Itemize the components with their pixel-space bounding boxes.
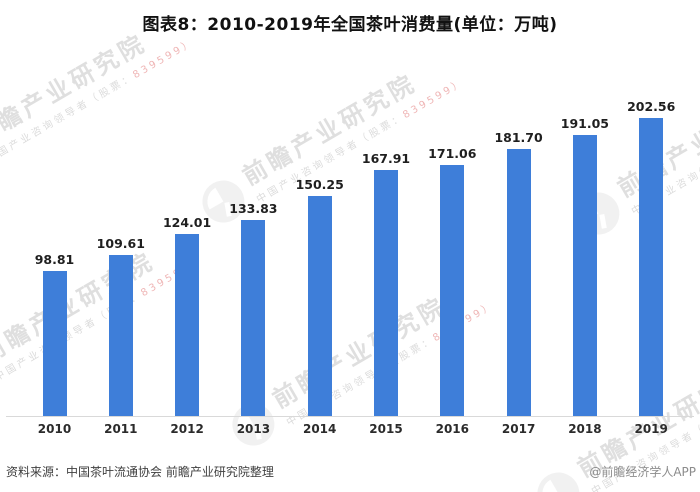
x-tick-2016: 2016 bbox=[435, 422, 469, 436]
x-axis-line bbox=[6, 416, 694, 417]
credit-note: @前瞻经济学人APP bbox=[589, 465, 696, 479]
data-source-note: 资料来源：中国茶叶流通协会 前瞻产业研究院整理 bbox=[6, 465, 274, 479]
bar-value-2015: 167.91 bbox=[361, 150, 411, 166]
bar-value-2011: 109.61 bbox=[96, 236, 145, 252]
x-tick-2015: 2015 bbox=[369, 422, 403, 436]
x-tick-2011: 2011 bbox=[104, 422, 138, 436]
x-tick-2014: 2014 bbox=[302, 422, 337, 436]
bar-value-2013: 133.83 bbox=[229, 200, 278, 216]
bar-2016 bbox=[440, 164, 465, 417]
bar-2015 bbox=[374, 169, 398, 417]
bar-value-2016: 171.06 bbox=[428, 145, 477, 161]
bar-value-2019: 202.56 bbox=[627, 99, 676, 115]
x-tick-2010: 2010 bbox=[37, 422, 72, 436]
bar-value-2014: 150.25 bbox=[295, 176, 344, 192]
chart-title: 图表8：2010-2019年全国茶叶消费量(单位：万吨) bbox=[142, 15, 558, 35]
x-tick-2017: 2017 bbox=[501, 422, 536, 436]
bar-2011 bbox=[108, 255, 133, 417]
bar-2014 bbox=[307, 195, 332, 417]
bar-2017 bbox=[506, 149, 531, 417]
bar-2013 bbox=[241, 219, 266, 417]
bar-value-2017: 181.70 bbox=[494, 130, 543, 146]
bar-2018 bbox=[572, 135, 597, 417]
bar-2012 bbox=[175, 234, 200, 417]
bar-2019 bbox=[639, 118, 664, 417]
bar-2010 bbox=[42, 271, 67, 417]
x-tick-2019: 2019 bbox=[634, 422, 668, 436]
bar-value-2018: 191.05 bbox=[560, 116, 610, 132]
x-tick-2012: 2012 bbox=[170, 422, 204, 436]
bar-value-2010: 98.81 bbox=[34, 252, 75, 268]
bar-value-2012: 124.01 bbox=[162, 215, 212, 231]
x-tick-2018: 2018 bbox=[568, 422, 602, 436]
